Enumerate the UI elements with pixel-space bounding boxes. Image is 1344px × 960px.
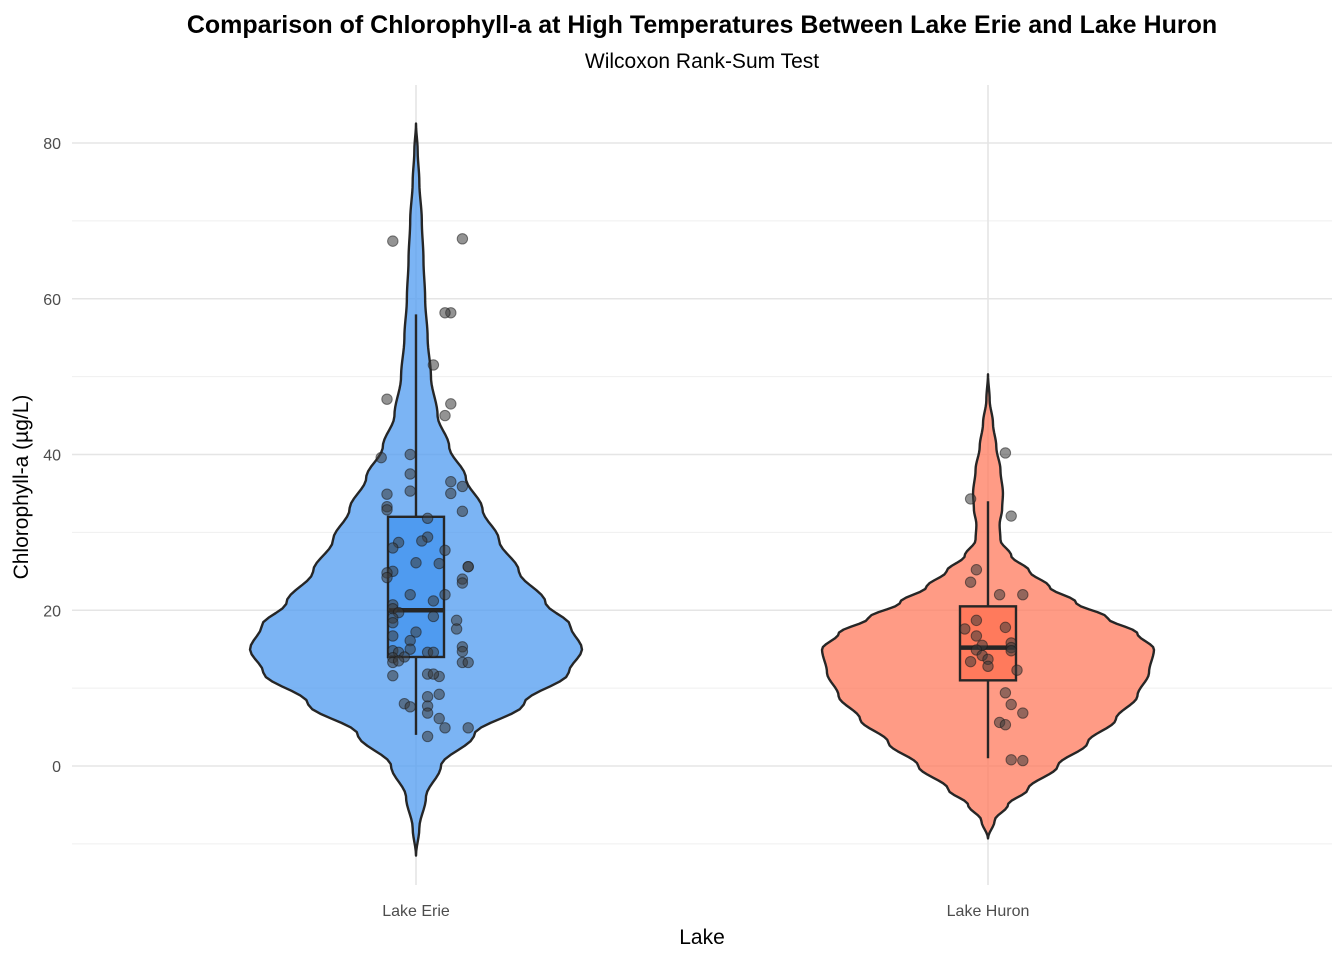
data-point [427,646,440,659]
data-point [462,560,474,573]
data-point [433,688,445,701]
y-tick-label: 60 [43,292,61,309]
data-point [421,690,434,703]
data-point [404,468,416,480]
data-point [982,660,994,673]
data-point [381,571,393,584]
data-point [404,485,416,497]
data-point [456,505,469,518]
data-point [462,722,474,734]
data-point [427,668,440,680]
x-axis-title: Lake [679,926,725,949]
y-tick-label: 20 [43,603,61,620]
data-point [1005,645,1017,657]
y-tick-label: 80 [43,136,61,153]
data-point [456,480,469,493]
data-point [1017,707,1029,719]
data-point [1005,698,1017,711]
data-point [1017,588,1029,601]
data-point [387,617,399,629]
data-point [392,655,405,667]
data-point [433,712,445,725]
data-point [1011,664,1023,676]
data-point [999,621,1012,634]
data-point [404,588,416,601]
data-point [439,722,451,734]
data-point [456,645,469,658]
data-point [410,557,422,569]
x-axis-ticks: Lake Erie Lake Huron [382,903,1029,920]
data-point [999,447,1012,459]
data-point [999,687,1012,699]
data-point [462,656,474,669]
data-point [421,730,434,743]
data-point [375,451,387,464]
y-tick-label: 0 [52,759,61,776]
data-point [1017,754,1029,767]
data-point [427,595,440,607]
data-point [445,398,457,410]
data-point [404,448,416,461]
chart-subtitle: Wilcoxon Rank-Sum Test [585,50,819,73]
data-point [964,493,977,505]
data-point [404,643,416,655]
data-point [456,577,469,589]
data-point [387,630,399,642]
data-point [387,669,399,682]
violin-layer [248,122,1156,857]
data-point [427,359,440,371]
x-tick-label: Lake Erie [382,903,450,920]
data-point [970,630,983,642]
data-point [970,564,983,576]
data-point [416,535,428,547]
grid-lines [72,85,1332,885]
data-point [433,557,445,570]
data-point [450,623,463,635]
data-point [993,588,1006,601]
data-point [1005,754,1017,766]
y-tick-label: 40 [43,448,61,465]
chart-title: Comparison of Chlorophyll-a at High Temp… [187,11,1217,39]
data-point [439,307,451,319]
data-point [456,233,469,245]
data-point [999,719,1012,731]
data-point [427,610,440,623]
data-point [959,623,971,635]
y-axis-ticks: 0 20 40 60 80 [43,136,61,776]
data-point [439,588,451,601]
data-point [439,409,451,422]
violin-group-lake-huron [820,373,1156,840]
data-point [410,626,422,638]
x-tick-label: Lake Huron [947,903,1030,920]
data-point [381,393,393,405]
y-axis-title: Chlorophyll-a (µg/L) [10,395,33,580]
data-point [404,701,416,713]
data-point [445,487,457,500]
data-point [387,235,399,247]
data-point [381,488,393,500]
data-point [970,614,983,627]
data-point [421,707,434,719]
data-point [387,542,399,554]
data-point [1005,510,1017,522]
data-point [421,512,434,525]
data-point [381,504,393,516]
violin-group-lake-erie [248,122,584,857]
data-point [439,544,451,556]
data-point [445,476,457,488]
data-point [964,576,977,588]
data-point [964,655,977,668]
